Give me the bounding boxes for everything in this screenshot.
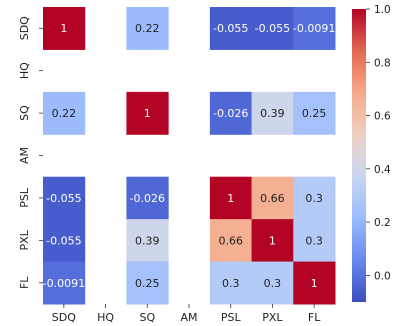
cell-value-label-sq-fl: 0.25 bbox=[302, 107, 327, 120]
cell-value-label-pxl-psl: 0.66 bbox=[218, 234, 243, 247]
colorbar-tick-label-5: 1.0 bbox=[374, 4, 391, 16]
heatmap-cell-fl-sq bbox=[126, 261, 169, 305]
heatmap-cell-psl-fl bbox=[293, 176, 336, 220]
x-tick-label-fl: FL bbox=[308, 311, 321, 324]
colorbar-tick-label-4: 0.8 bbox=[374, 57, 391, 69]
heatmap-cell-pxl-fl bbox=[293, 219, 336, 263]
y-tick-label-pxl: PXL bbox=[18, 229, 31, 250]
cell-value-label-sdq-pxl: -0.055 bbox=[255, 22, 290, 35]
y-tick-label-fl: FL bbox=[18, 276, 31, 289]
cell-value-label-pxl-pxl: 1 bbox=[269, 234, 276, 247]
heatmap-cell-sq-psl bbox=[209, 91, 253, 135]
colorbar: 0.0 0.2 0.4 0.6 0.8 1.0 bbox=[352, 4, 391, 302]
heatmap-cell-pxl-sq bbox=[126, 219, 169, 263]
cell-value-label-psl-psl: 1 bbox=[227, 192, 234, 205]
colorbar-ticks: 0.0 0.2 0.4 0.6 0.8 1.0 bbox=[366, 4, 391, 282]
cell-value-label-sq-pxl: 0.39 bbox=[260, 107, 285, 120]
cell-value-label-pxl-sdq: -0.055 bbox=[46, 234, 81, 247]
heatmap-cell-fl-fl bbox=[293, 261, 336, 305]
cell-value-label-psl-fl: 0.3 bbox=[305, 192, 323, 205]
cell-value-label-psl-sdq: -0.055 bbox=[46, 192, 81, 205]
cell-value-label-fl-psl: 0.3 bbox=[222, 277, 240, 290]
heatmap-cell-sdq-psl bbox=[209, 7, 253, 50]
cell-value-label-fl-pxl: 0.3 bbox=[264, 277, 282, 290]
heatmap-cell-fl-sdq bbox=[43, 261, 86, 305]
heatmap-cell-sdq-pxl bbox=[251, 7, 294, 50]
cell-value-label-sdq-psl: -0.055 bbox=[213, 22, 248, 35]
x-tick-label-psl: PSL bbox=[221, 311, 242, 324]
heatmap-cell-sq-sq bbox=[126, 91, 169, 135]
heatmap-cell-fl-pxl bbox=[251, 261, 294, 305]
x-tick-label-hq: HQ bbox=[97, 311, 114, 324]
y-axis-ticks: SDQ HQ SQ AM PSL PXL FL bbox=[18, 16, 43, 289]
heatmap-cell-sdq-sdq bbox=[43, 7, 86, 50]
heatmap-cell-sq-pxl bbox=[251, 91, 294, 135]
y-tick-label-am: AM bbox=[18, 147, 31, 164]
heatmap-cell-psl-sdq bbox=[43, 176, 86, 220]
x-axis-ticks: SDQ HQ SQ AM PSL PXL FL bbox=[52, 304, 321, 324]
cell-value-label-psl-pxl: 0.66 bbox=[260, 192, 285, 205]
cell-value-label-sdq-fl: -0.0091 bbox=[293, 22, 335, 35]
heatmap-cell-sdq-sq bbox=[126, 7, 169, 50]
y-tick-label-sq: SQ bbox=[18, 105, 31, 121]
cell-value-label-fl-sdq: -0.0091 bbox=[43, 277, 85, 290]
heatmap-cell-psl-sq bbox=[126, 176, 169, 220]
x-tick-label-sdq: SDQ bbox=[52, 311, 76, 324]
heatmap-cell-psl-pxl bbox=[251, 176, 294, 220]
cell-value-label-sq-sdq: 0.22 bbox=[52, 107, 77, 120]
cell-value-label-pxl-fl: 0.3 bbox=[305, 234, 323, 247]
cell-value-label-fl-fl: 1 bbox=[311, 277, 318, 290]
heatmap-cell-sq-fl bbox=[293, 91, 336, 135]
x-tick-label-am: AM bbox=[180, 311, 197, 324]
heatmap-cell-pxl-pxl bbox=[251, 219, 294, 263]
heatmap-cell-fl-psl bbox=[209, 261, 253, 305]
cell-value-label-psl-sq: -0.026 bbox=[130, 192, 165, 205]
x-tick-label-sq: SQ bbox=[139, 311, 155, 324]
cell-value-label-pxl-sq: 0.39 bbox=[135, 234, 160, 247]
y-tick-label-sdq: SDQ bbox=[18, 16, 31, 40]
cell-value-label-sdq-sdq: 1 bbox=[60, 22, 67, 35]
heatmap-cell-sdq-fl bbox=[293, 7, 336, 50]
colorbar-gradient bbox=[352, 9, 366, 302]
heatmap-cell-pxl-sdq bbox=[43, 219, 86, 263]
cell-value-label-sq-sq: 1 bbox=[144, 107, 151, 120]
colorbar-tick-label-1: 0.2 bbox=[374, 217, 391, 229]
cell-value-label-sdq-sq: 0.22 bbox=[135, 22, 160, 35]
cell-value-label-fl-sq: 0.25 bbox=[135, 277, 160, 290]
heatmap-cell-sq-sdq bbox=[43, 91, 86, 135]
heatmap-cell-psl-psl bbox=[209, 176, 253, 220]
colorbar-tick-label-2: 0.4 bbox=[374, 164, 391, 176]
colorbar-tick-label-3: 0.6 bbox=[374, 111, 391, 123]
x-tick-label-pxl: PXL bbox=[262, 311, 283, 324]
y-tick-label-hq: HQ bbox=[18, 62, 31, 79]
y-tick-label-psl: PSL bbox=[18, 187, 31, 208]
heatmap-cell-pxl-psl bbox=[209, 219, 253, 263]
cell-value-label-sq-psl: -0.026 bbox=[213, 107, 248, 120]
colorbar-tick-label-0: 0.0 bbox=[374, 270, 391, 282]
